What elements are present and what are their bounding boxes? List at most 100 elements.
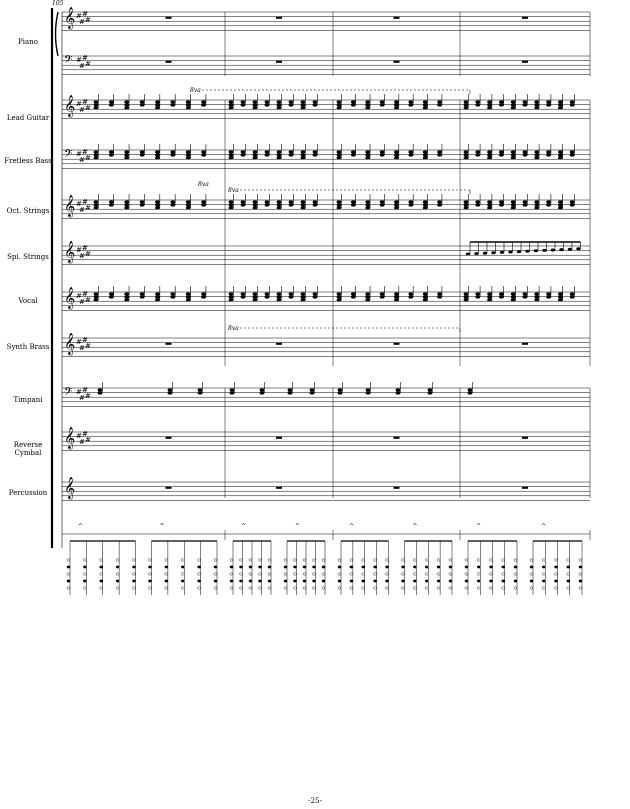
note-head	[522, 153, 528, 157]
accent-mark: ^	[160, 523, 165, 530]
drum-note-head	[148, 565, 152, 569]
drum-note-head	[513, 586, 518, 590]
drum-note-head	[164, 572, 169, 576]
note-head	[139, 292, 145, 296]
note-head	[276, 106, 282, 110]
note-head	[437, 203, 443, 207]
note-head	[522, 203, 528, 207]
drum-note-head	[115, 565, 120, 569]
drum-note-head	[293, 586, 297, 590]
sharp-icon: #	[85, 154, 91, 162]
note-head	[534, 295, 540, 299]
note-head	[228, 106, 234, 110]
drum-note-head	[554, 565, 558, 569]
drum-note-head	[578, 572, 583, 576]
note-head	[394, 106, 399, 110]
note-head	[487, 206, 492, 210]
instrument-label-lead-guitar: Lead Guitar	[6, 114, 50, 122]
drum-note-head	[180, 586, 185, 590]
note-head	[312, 103, 318, 107]
drum-note-head	[293, 572, 297, 576]
note-head	[350, 203, 356, 207]
note-head	[336, 203, 342, 207]
note-head	[228, 203, 234, 207]
note-head	[197, 391, 203, 395]
note-head	[475, 295, 481, 299]
note-head	[228, 153, 234, 157]
note-head	[228, 292, 234, 296]
drum-note-head	[385, 586, 389, 590]
note-head	[276, 200, 282, 204]
bass-clef-icon: 𝄢	[64, 54, 72, 69]
note-head	[252, 150, 258, 154]
drum-note-head	[566, 565, 571, 569]
note-head	[288, 200, 294, 204]
drum-note-head	[283, 572, 288, 576]
note-head	[155, 150, 160, 154]
drum-note-head	[566, 558, 571, 562]
note-head	[576, 247, 581, 251]
note-head	[185, 150, 191, 154]
whole-rest	[393, 486, 400, 489]
note-head	[93, 203, 99, 207]
drum-note-head	[239, 565, 243, 569]
note-head	[463, 150, 469, 154]
note-head	[546, 200, 551, 204]
note-head	[422, 150, 428, 154]
note-head	[365, 150, 371, 154]
note-head	[499, 292, 504, 296]
note-head	[240, 295, 246, 299]
accent-mark: ^	[476, 523, 481, 530]
treble-clef-icon: 𝄞	[64, 195, 75, 218]
note-head	[365, 388, 371, 392]
note-head	[379, 203, 385, 207]
note-head	[201, 292, 207, 296]
note-head	[155, 203, 160, 207]
note-head	[463, 298, 469, 302]
drum-note-head	[99, 586, 104, 590]
treble-clef-icon: 𝄞	[64, 427, 75, 450]
note-head	[300, 156, 306, 160]
note-head	[288, 203, 294, 207]
note-head	[558, 150, 563, 154]
note-head	[487, 100, 492, 104]
drum-note-head	[349, 572, 354, 576]
drum-note-head	[197, 572, 201, 576]
note-head	[546, 100, 551, 104]
note-head	[394, 292, 399, 296]
note-head	[252, 292, 258, 296]
drum-note-head	[501, 579, 506, 583]
drum-note-head	[373, 558, 377, 562]
note-head	[264, 295, 270, 299]
drum-note-head	[464, 565, 469, 569]
note-head	[534, 103, 540, 107]
note-head	[185, 103, 191, 107]
note-head	[108, 153, 114, 157]
drum-note-head	[99, 558, 104, 562]
drum-note-head	[554, 558, 558, 562]
barlines	[224, 12, 591, 540]
drum-note-head	[337, 558, 342, 562]
drum-note-head	[337, 579, 342, 583]
note-head	[408, 100, 414, 104]
note-head	[336, 103, 342, 107]
note-head	[487, 295, 492, 299]
note-head	[508, 250, 513, 254]
note-head	[336, 156, 342, 160]
whole-rest	[276, 486, 282, 489]
drum-note-head	[489, 558, 493, 562]
note-head	[487, 203, 492, 207]
drum-note-head	[132, 558, 136, 562]
note-head	[337, 391, 343, 395]
drum-note-head	[373, 565, 377, 569]
note-head	[491, 251, 496, 255]
whole-rest	[165, 16, 172, 19]
drum-note-head	[448, 572, 453, 576]
drum-note-head	[321, 565, 326, 569]
drum-note-head	[578, 586, 583, 590]
note-head	[240, 292, 246, 296]
note-head	[228, 295, 234, 299]
drum-note-head	[349, 558, 354, 562]
drum-note-head	[83, 565, 87, 569]
drum-note-head	[424, 586, 429, 590]
